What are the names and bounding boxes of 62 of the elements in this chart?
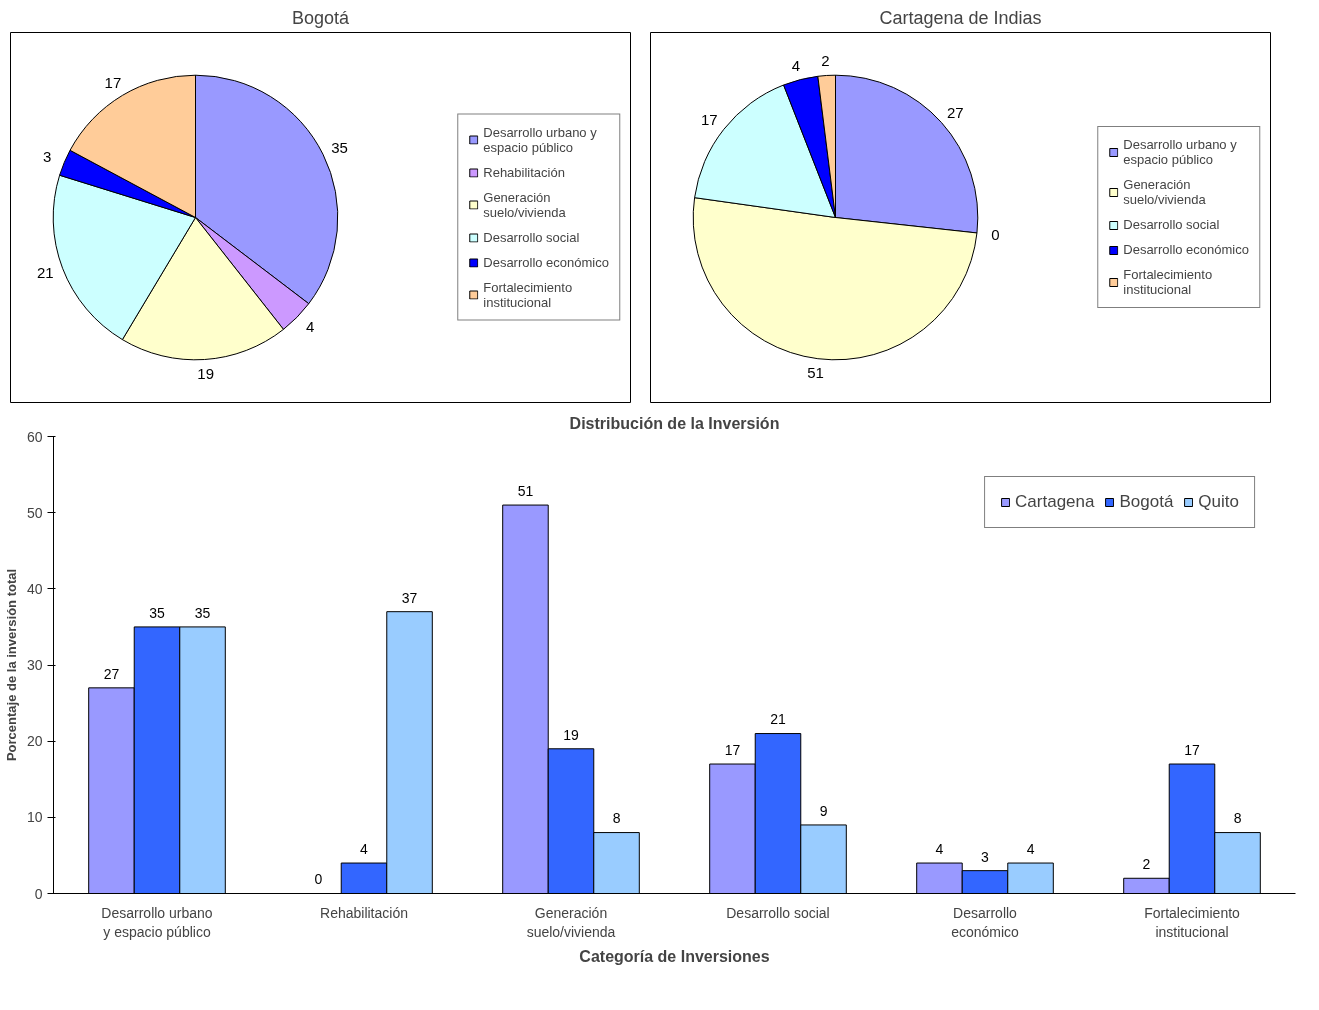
x-tick-label: Desarrollo urbano y espacio público	[101, 904, 213, 940]
data-label: 3	[43, 148, 52, 166]
data-label: 2	[821, 52, 830, 70]
chart-title: Distribución de la Inversión	[569, 414, 780, 432]
y-tick-label: 40	[26, 580, 43, 597]
data-label: 35	[149, 604, 165, 621]
legend-label: Bogotá	[1119, 492, 1174, 512]
data-label: 4	[791, 56, 801, 74]
x-tick-label: Generación suelo/vivienda	[526, 904, 616, 940]
x-tick-label: Desarrollo social	[726, 904, 830, 921]
data-label: 4	[360, 840, 369, 857]
data-label: 27	[103, 665, 120, 682]
data-label: 35	[194, 604, 211, 621]
legend-label: Desarrollo urbano y espacio público	[1123, 137, 1237, 167]
data-label: 51	[807, 363, 824, 381]
data-label: 2	[1142, 856, 1151, 873]
data-label: 0	[314, 871, 323, 888]
chart-title: Bogotá	[291, 7, 351, 28]
data-label: 4	[305, 318, 315, 336]
y-tick-label: 0	[34, 885, 43, 902]
legend-label: Cartagena	[1015, 492, 1095, 512]
data-label: 19	[563, 726, 579, 743]
legend-label: Rehabilitación	[483, 164, 565, 180]
x-tick-label: Desarrollo económico	[951, 904, 1020, 940]
data-label: 8	[612, 810, 621, 827]
data-label: 17	[104, 74, 122, 92]
legend-label: Desarrollo económico	[483, 254, 609, 270]
data-label: 35	[331, 138, 348, 156]
data-label: 17	[700, 111, 718, 129]
data-label: 17	[1184, 741, 1200, 758]
data-label: 37	[401, 589, 418, 606]
y-tick-label: 60	[26, 428, 43, 445]
legend-label: Desarrollo social	[1123, 217, 1220, 232]
legend-label: Quito	[1198, 492, 1239, 512]
y-axis-title: Porcentaje de la inversión total	[3, 568, 19, 762]
data-label: 4	[1026, 840, 1035, 857]
x-axis-title: Categoría de Inversiones	[579, 947, 770, 965]
chart-title: Cartagena de Indias	[879, 7, 1042, 28]
text: 0	[991, 225, 1000, 243]
data-label: 27	[946, 104, 964, 121]
legend-label: Desarrollo económico	[1123, 242, 1249, 257]
y-tick-label: 50	[26, 504, 43, 521]
legend-label: Desarrollo social	[483, 229, 580, 245]
x-tick-label: Fortalecimiento institucional	[1144, 904, 1241, 940]
y-tick-label: 20	[26, 733, 43, 750]
data-label: 4	[935, 840, 944, 857]
legend-label: Fortalecimiento institucional	[1123, 267, 1213, 297]
legend-label: Fortalecimiento institucional	[483, 279, 573, 310]
data-label: 3	[981, 848, 990, 865]
data-label: 21	[770, 711, 786, 728]
x-tick-label: Rehabilitación	[320, 904, 408, 921]
legend-label: Generación suelo/vivienda	[483, 189, 566, 220]
y-tick-label: 10	[26, 809, 43, 826]
y-tick-label: 30	[26, 657, 43, 673]
data-label: 19	[197, 364, 215, 382]
legend-label: Generación suelo/vivienda	[1123, 177, 1206, 207]
legend-label: Desarrollo urbano y espacio público	[483, 124, 597, 155]
data-label: 17	[724, 741, 741, 758]
data-label: 9	[819, 802, 828, 819]
data-label: 21	[36, 264, 54, 282]
data-label: 51	[517, 482, 534, 499]
data-label: 8	[1233, 810, 1242, 827]
